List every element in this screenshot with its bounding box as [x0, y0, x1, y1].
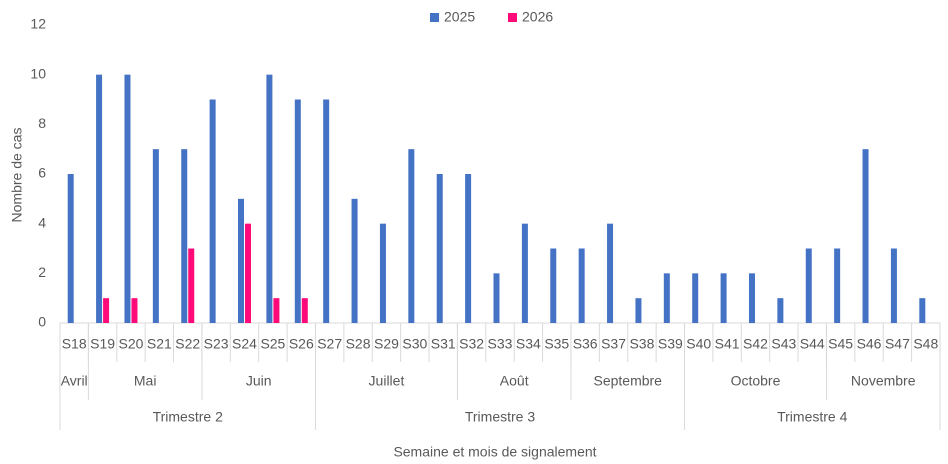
x-tick-label: S40 — [686, 336, 711, 352]
bar — [550, 248, 557, 323]
bar — [188, 248, 195, 323]
bar — [805, 248, 812, 323]
bar — [834, 248, 841, 323]
group-label: Juin — [246, 373, 272, 389]
x-tick-label: S21 — [147, 336, 172, 352]
bar — [748, 273, 755, 323]
bar — [919, 298, 926, 323]
bar — [578, 248, 585, 323]
y-tick-label: 12 — [30, 16, 46, 32]
legend-swatch — [508, 13, 517, 22]
bar — [131, 298, 138, 323]
bar — [181, 149, 188, 323]
x-tick-label: S39 — [658, 336, 683, 352]
x-tick-label: S20 — [119, 336, 144, 352]
group-label: Septembre — [593, 373, 662, 389]
legend-swatch — [430, 13, 439, 22]
x-tick-label: S19 — [90, 336, 115, 352]
x-tick-label: S43 — [771, 336, 796, 352]
y-tick-label: 0 — [38, 314, 46, 330]
x-tick-label: S34 — [516, 336, 541, 352]
x-tick-label: S38 — [629, 336, 654, 352]
y-tick-label: 2 — [38, 264, 46, 280]
bar — [294, 99, 301, 323]
legend-label: 2025 — [444, 9, 475, 25]
bar — [245, 223, 252, 323]
bar — [607, 223, 614, 323]
x-tick-label: S42 — [743, 336, 768, 352]
bar — [96, 74, 103, 324]
bar — [465, 174, 472, 323]
y-tick-label: 8 — [38, 115, 46, 131]
group-label: Trimestre 4 — [777, 409, 847, 425]
bar — [152, 149, 159, 323]
bar — [720, 273, 727, 323]
bar — [890, 248, 897, 323]
x-tick-label: S30 — [402, 336, 427, 352]
group-label: Avril — [61, 373, 88, 389]
bar — [379, 223, 386, 323]
x-tick-label: S28 — [346, 336, 371, 352]
bar — [692, 273, 699, 323]
x-tick-label: S33 — [488, 336, 513, 352]
x-tick-label: S31 — [431, 336, 456, 352]
x-tick-label: S27 — [317, 336, 342, 352]
x-tick-label: S45 — [828, 336, 853, 352]
bar — [521, 223, 528, 323]
bar — [301, 298, 308, 323]
bar — [103, 298, 110, 323]
bar — [408, 149, 415, 323]
x-tick-label: S41 — [715, 336, 740, 352]
x-tick-label: S24 — [232, 336, 257, 352]
bar — [663, 273, 670, 323]
bar — [777, 298, 784, 323]
x-tick-label: S32 — [459, 336, 484, 352]
x-tick-label: S46 — [857, 336, 882, 352]
y-tick-label: 4 — [38, 214, 46, 230]
bar — [67, 174, 74, 323]
group-label: Octobre — [731, 373, 781, 389]
x-tick-label: S35 — [544, 336, 569, 352]
x-tick-label: S23 — [204, 336, 229, 352]
bar — [273, 298, 280, 323]
group-label: Août — [500, 373, 529, 389]
x-tick-label: S37 — [601, 336, 626, 352]
group-label: Juillet — [369, 373, 405, 389]
group-label: Trimestre 2 — [153, 409, 223, 425]
y-tick-label: 6 — [38, 165, 46, 181]
group-label: Mai — [134, 373, 157, 389]
x-tick-label: S22 — [175, 336, 200, 352]
legend-label: 2026 — [522, 9, 553, 25]
bar — [238, 198, 245, 323]
x-axis-title: Semaine et mois de signalement — [393, 444, 596, 460]
y-axis-title: Nombre de cas — [9, 128, 25, 223]
group-label: Novembre — [851, 373, 916, 389]
x-tick-label: S26 — [289, 336, 314, 352]
bar — [323, 99, 330, 323]
x-tick-label: S44 — [800, 336, 825, 352]
x-tick-label: S48 — [913, 336, 938, 352]
bar — [351, 198, 358, 323]
bar — [862, 149, 869, 323]
bar — [436, 174, 443, 323]
x-tick-label: S18 — [62, 336, 87, 352]
bar — [124, 74, 131, 324]
bar — [266, 74, 273, 324]
y-tick-label: 10 — [30, 65, 46, 81]
bar — [493, 273, 500, 323]
group-label: Trimestre 3 — [465, 409, 535, 425]
x-tick-label: S36 — [573, 336, 598, 352]
bar — [635, 298, 642, 323]
x-tick-label: S29 — [374, 336, 399, 352]
x-tick-label: S47 — [885, 336, 910, 352]
x-tick-label: S25 — [260, 336, 285, 352]
bar — [209, 99, 216, 323]
